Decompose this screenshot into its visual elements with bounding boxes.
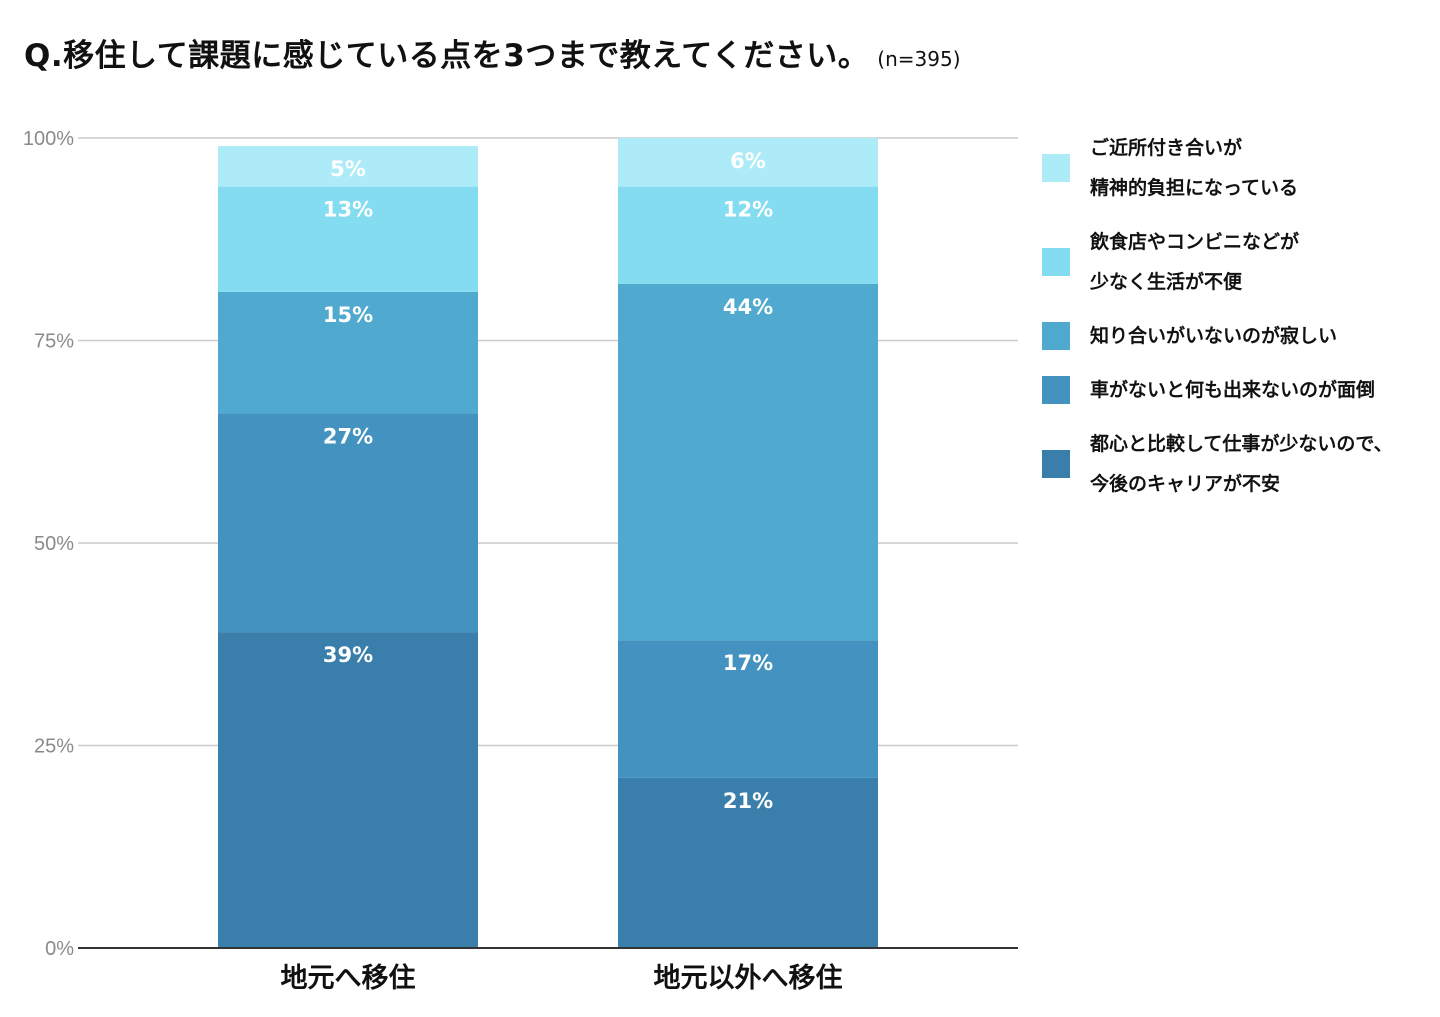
data-label: 44% xyxy=(723,295,773,319)
bar-segment xyxy=(218,413,478,633)
data-label: 12% xyxy=(723,198,773,222)
legend-swatch xyxy=(1042,248,1070,276)
legend-swatch xyxy=(1042,322,1070,350)
legend-label: 車がないと何も出来ないのが面倒 xyxy=(1090,379,1376,401)
legend-item: 知り合いがいないのが寂しい xyxy=(1042,316,1438,356)
legend-label: ご近所付き合いが 精神的負担になっている xyxy=(1090,137,1299,199)
data-label: 6% xyxy=(730,149,766,173)
y-tick-label: 0% xyxy=(45,938,74,960)
bar-segment xyxy=(618,777,878,948)
category-label: 地元以外へ移住 xyxy=(654,962,843,994)
data-label: 15% xyxy=(323,303,373,327)
data-label: 17% xyxy=(723,651,773,675)
y-tick-label: 50% xyxy=(34,533,74,555)
bar-segment xyxy=(618,186,878,284)
legend-label: 知り合いがいないのが寂しい xyxy=(1090,325,1338,347)
bar-segment xyxy=(218,291,478,414)
legend-swatch xyxy=(1042,450,1070,478)
y-tick-label: 25% xyxy=(34,736,74,758)
bar-segment xyxy=(218,146,478,187)
legend-item: 都心と比較して仕事が少ないので、 今後のキャリアが不安 xyxy=(1042,424,1438,504)
data-label: 39% xyxy=(323,643,373,667)
y-tick-label: 100% xyxy=(23,128,74,150)
bar-segment xyxy=(618,138,878,187)
legend-item: 飲食店やコンビニなどが 少なく生活が不便 xyxy=(1042,222,1438,302)
bar-segment xyxy=(618,640,878,778)
legend-swatch xyxy=(1042,154,1070,182)
legend-item: 車がないと何も出来ないのが面倒 xyxy=(1042,370,1438,410)
stacked-bar-chart: 0% 25% 50% 75% 100% 39% 27% 15% 13% 5% 地元へ移住 21% 17%… xyxy=(23,128,1018,994)
category-label: 地元へ移住 xyxy=(281,962,416,994)
bar-segment xyxy=(618,283,878,641)
chart-title: Q.移住して課題に感じている点を3つまで教えてください。 (n=395) xyxy=(24,30,961,75)
legend-label: 飲食店やコンビニなどが 少なく生活が不便 xyxy=(1090,231,1300,293)
y-tick-label: 75% xyxy=(34,331,74,353)
chart-title-text: Q.移住して課題に感じている点を3つまで教えてください。 xyxy=(24,38,870,74)
legend-item: ご近所付き合いが 精神的負担になっている xyxy=(1042,128,1438,208)
legend-label: 都心と比較して仕事が少ないので、 今後のキャリアが不安 xyxy=(1090,433,1393,495)
legend-swatch xyxy=(1042,376,1070,404)
data-label: 5% xyxy=(330,157,366,181)
sample-size: (n=395) xyxy=(877,47,961,71)
bar-segment xyxy=(218,632,478,948)
data-label: 21% xyxy=(723,789,773,813)
bar-segment xyxy=(218,186,478,292)
chart-legend: ご近所付き合いが 精神的負担になっている 飲食店やコンビニなどが 少なく生活が不便… xyxy=(1042,128,1438,518)
data-label: 13% xyxy=(323,198,373,222)
data-label: 27% xyxy=(323,424,373,448)
